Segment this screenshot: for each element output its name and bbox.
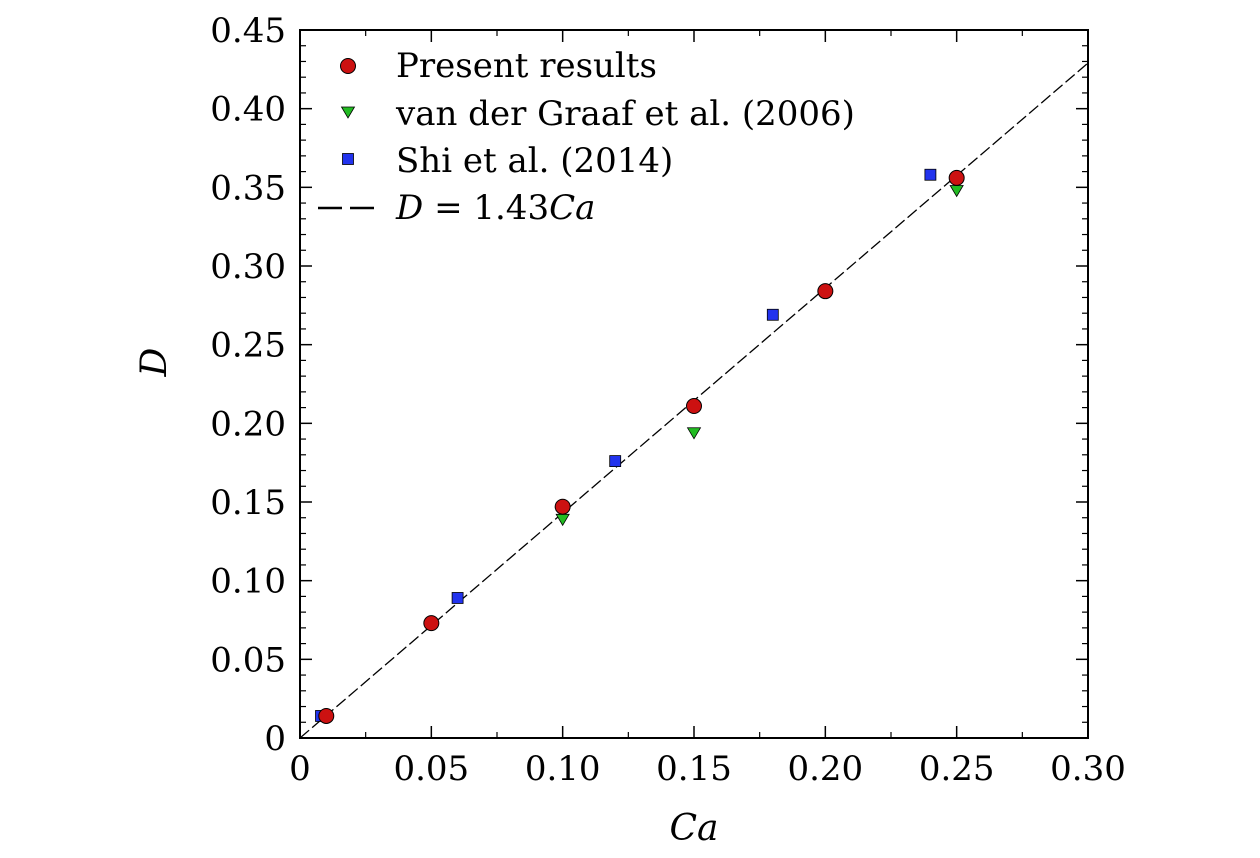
x-tick-label: 0.05 <box>393 749 469 789</box>
present-results-point <box>423 615 440 632</box>
y-tick-label: 0.15 <box>210 483 286 523</box>
legend-label-shi: Shi et al. (2014) <box>396 141 673 181</box>
plot-frame <box>299 29 1089 739</box>
present-results-point <box>948 169 965 186</box>
tick-labels: 0 0.05 0.10 0.15 0.20 0.25 0.30 0 0.05 0.10 0.15 0.… <box>210 11 1126 789</box>
x-tick-label: 0.15 <box>656 749 732 789</box>
y-tick-label: 0 <box>264 719 286 759</box>
y-tick-label: 0.10 <box>210 562 286 602</box>
legend-marker-van-der-graaf <box>340 106 356 119</box>
data-markers <box>315 168 965 724</box>
y-tick-label: 0.35 <box>210 168 286 208</box>
legend-label-van-der-graaf: van der Graaf et al. (2006) <box>395 94 855 134</box>
y-tick-label: 0.45 <box>210 11 286 51</box>
shi-point <box>609 455 622 467</box>
legend-marker-present <box>340 58 356 74</box>
van-der-graaf-point <box>949 185 964 198</box>
legend-label-fit: D = 1.43Ca <box>395 188 595 228</box>
x-tick-label: 0.30 <box>1050 749 1126 789</box>
y-tick-label: 0.30 <box>210 247 286 287</box>
present-results-point <box>686 398 702 415</box>
present-results-point <box>318 707 335 724</box>
y-tick-label: 0.25 <box>210 326 286 366</box>
x-axis-label: Ca <box>669 808 718 849</box>
present-results-point <box>817 283 834 300</box>
shi-point <box>766 308 779 321</box>
x-tick-label: 0.25 <box>919 749 995 789</box>
van-der-graaf-point <box>686 427 702 440</box>
x-tick-label: 0.10 <box>525 749 601 789</box>
legend: Present results van der Graaf et al. (20… <box>318 46 855 228</box>
legend-marker-shi <box>342 153 354 165</box>
y-tick-label: 0.20 <box>210 404 286 444</box>
y-axis-label: D <box>134 347 175 377</box>
y-tick-label: 0.40 <box>210 90 286 130</box>
shi-point <box>924 168 937 181</box>
shi-point <box>451 592 464 604</box>
ticks <box>299 29 1089 739</box>
present-results-point <box>554 498 571 515</box>
x-tick-label: 0 <box>289 749 311 789</box>
legend-label-present: Present results <box>396 46 657 86</box>
van-der-graaf-point <box>555 513 570 527</box>
x-tick-label: 0.20 <box>787 749 863 789</box>
y-tick-label: 0.05 <box>210 640 286 680</box>
